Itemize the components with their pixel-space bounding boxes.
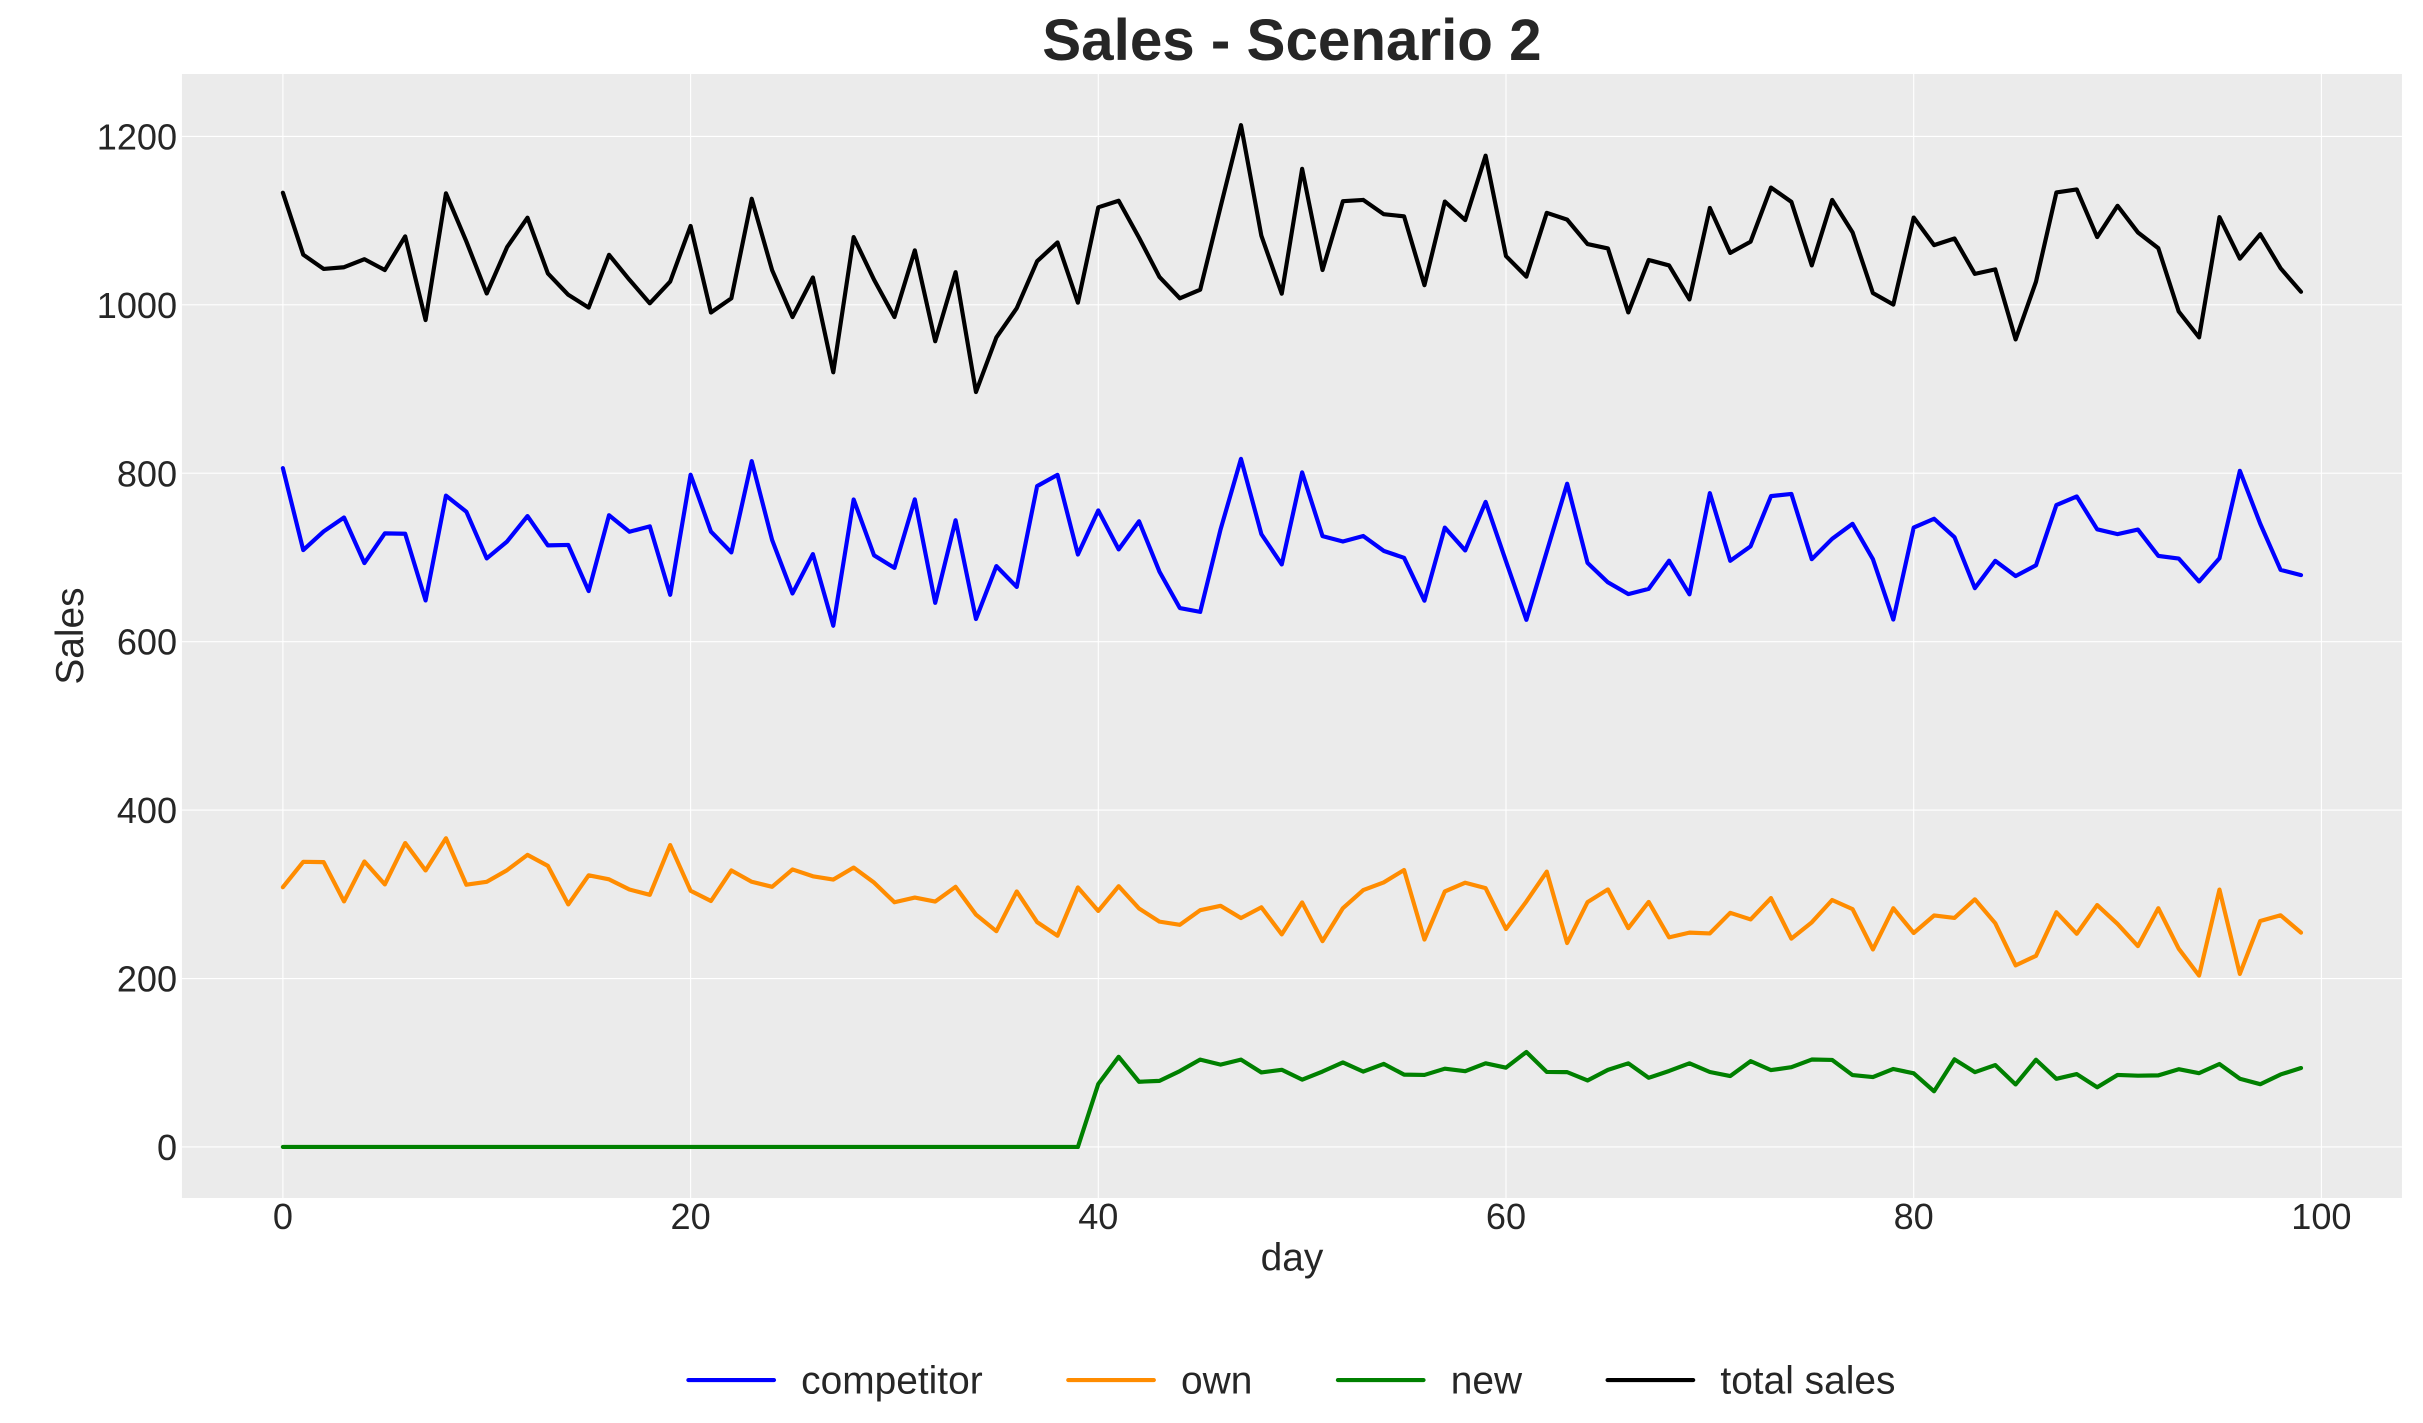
svg-text:1000: 1000 bbox=[97, 285, 177, 326]
svg-text:40: 40 bbox=[1078, 1196, 1118, 1237]
svg-text:80: 80 bbox=[1894, 1196, 1934, 1237]
svg-text:400: 400 bbox=[117, 790, 177, 831]
svg-text:60: 60 bbox=[1486, 1196, 1526, 1237]
svg-text:Sales: Sales bbox=[49, 587, 92, 684]
svg-text:0: 0 bbox=[157, 1127, 177, 1168]
svg-text:600: 600 bbox=[117, 622, 177, 663]
svg-text:0: 0 bbox=[273, 1196, 293, 1237]
svg-text:20: 20 bbox=[670, 1196, 710, 1237]
svg-text:100: 100 bbox=[2291, 1196, 2351, 1237]
svg-text:competitor: competitor bbox=[801, 1360, 983, 1403]
svg-text:own: own bbox=[1181, 1360, 1252, 1403]
svg-text:800: 800 bbox=[117, 453, 177, 494]
svg-text:day: day bbox=[1261, 1236, 1324, 1279]
svg-text:Sales - Scenario 2: Sales - Scenario 2 bbox=[1042, 8, 1541, 73]
svg-text:new: new bbox=[1451, 1360, 1523, 1403]
svg-text:total sales: total sales bbox=[1720, 1360, 1895, 1403]
svg-text:1200: 1200 bbox=[97, 116, 177, 157]
svg-text:200: 200 bbox=[117, 959, 177, 1000]
